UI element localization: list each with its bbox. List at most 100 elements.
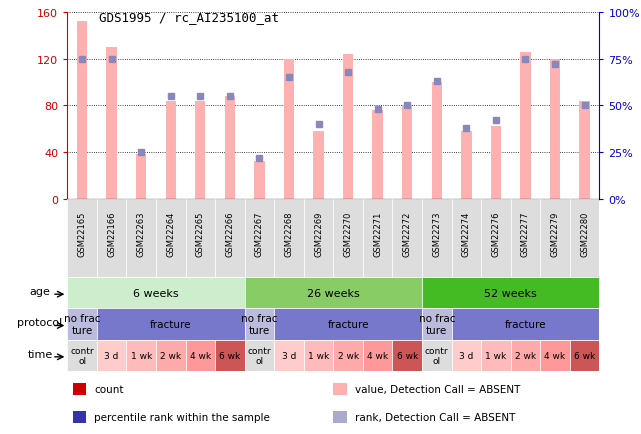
- Text: protocol: protocol: [17, 318, 63, 328]
- Bar: [136, 155, 146, 199]
- Bar: [461, 132, 472, 199]
- Bar: [67, 199, 97, 277]
- Bar: [245, 199, 274, 277]
- Bar: [185, 340, 215, 371]
- Bar: [520, 53, 531, 199]
- Bar: [333, 411, 347, 424]
- Text: 4 wk: 4 wk: [544, 351, 565, 360]
- Bar: [245, 309, 274, 340]
- Bar: [165, 102, 176, 199]
- Text: GSM22276: GSM22276: [492, 211, 501, 256]
- Text: GSM22165: GSM22165: [78, 211, 87, 256]
- Text: GSM22264: GSM22264: [166, 211, 175, 256]
- Text: percentile rank within the sample: percentile rank within the sample: [94, 412, 270, 422]
- Bar: [363, 199, 392, 277]
- Text: 6 wk: 6 wk: [574, 351, 595, 360]
- Text: GSM22269: GSM22269: [314, 211, 323, 256]
- Bar: [422, 199, 451, 277]
- Bar: [304, 199, 333, 277]
- Bar: [274, 340, 304, 371]
- Text: GSM22273: GSM22273: [432, 211, 441, 256]
- Bar: [195, 102, 206, 199]
- Text: 6 wk: 6 wk: [397, 351, 418, 360]
- Text: 6 wk: 6 wk: [219, 351, 240, 360]
- Text: fracture: fracture: [504, 319, 546, 329]
- Bar: [422, 309, 451, 340]
- Bar: [570, 340, 599, 371]
- Text: fracture: fracture: [150, 319, 192, 329]
- Bar: [67, 340, 97, 371]
- Bar: [422, 340, 451, 371]
- Text: 4 wk: 4 wk: [367, 351, 388, 360]
- Bar: [540, 199, 570, 277]
- Bar: [540, 340, 570, 371]
- Bar: [550, 59, 560, 199]
- Text: GSM22265: GSM22265: [196, 211, 205, 256]
- Text: GSM22263: GSM22263: [137, 211, 146, 256]
- Bar: [67, 277, 245, 309]
- Bar: [284, 59, 294, 199]
- Text: GSM22272: GSM22272: [403, 211, 412, 256]
- Bar: [274, 309, 422, 340]
- Text: contr
ol: contr ol: [247, 346, 271, 365]
- Bar: [313, 132, 324, 199]
- Text: GSM22274: GSM22274: [462, 211, 471, 256]
- Bar: [451, 199, 481, 277]
- Bar: [451, 340, 481, 371]
- Text: GSM22166: GSM22166: [107, 211, 116, 256]
- Bar: [579, 102, 590, 199]
- Bar: [156, 199, 185, 277]
- Bar: [333, 383, 347, 395]
- Bar: [274, 199, 304, 277]
- Bar: [363, 340, 392, 371]
- Bar: [215, 340, 245, 371]
- Text: GDS1995 / rc_AI235100_at: GDS1995 / rc_AI235100_at: [99, 11, 279, 24]
- Text: 6 weeks: 6 weeks: [133, 288, 179, 298]
- Bar: [451, 309, 599, 340]
- Bar: [245, 340, 274, 371]
- Bar: [304, 340, 333, 371]
- Bar: [402, 106, 412, 199]
- Text: GSM22271: GSM22271: [373, 211, 382, 256]
- Bar: [126, 340, 156, 371]
- Bar: [72, 383, 86, 395]
- Text: 1 wk: 1 wk: [131, 351, 152, 360]
- Bar: [511, 199, 540, 277]
- Text: GSM22268: GSM22268: [285, 211, 294, 256]
- Bar: [511, 340, 540, 371]
- Text: 1 wk: 1 wk: [308, 351, 329, 360]
- Text: no frac
ture: no frac ture: [419, 313, 455, 335]
- Text: GSM22270: GSM22270: [344, 211, 353, 256]
- Text: rank, Detection Call = ABSENT: rank, Detection Call = ABSENT: [354, 412, 515, 422]
- Bar: [126, 199, 156, 277]
- Text: 3 d: 3 d: [104, 351, 119, 360]
- Bar: [97, 199, 126, 277]
- Bar: [392, 340, 422, 371]
- Bar: [215, 199, 245, 277]
- Text: GSM22266: GSM22266: [226, 211, 235, 256]
- Text: no frac
ture: no frac ture: [64, 313, 101, 335]
- Bar: [431, 83, 442, 199]
- Bar: [254, 162, 265, 199]
- Text: GSM22277: GSM22277: [521, 211, 530, 256]
- Text: 4 wk: 4 wk: [190, 351, 211, 360]
- Bar: [97, 340, 126, 371]
- Text: count: count: [94, 384, 124, 394]
- Text: 26 weeks: 26 weeks: [307, 288, 360, 298]
- Text: 2 wk: 2 wk: [515, 351, 536, 360]
- Bar: [570, 199, 599, 277]
- Text: 3 d: 3 d: [282, 351, 296, 360]
- Text: 2 wk: 2 wk: [338, 351, 359, 360]
- Text: 1 wk: 1 wk: [485, 351, 506, 360]
- Text: 3 d: 3 d: [459, 351, 474, 360]
- Bar: [97, 309, 245, 340]
- Text: no frac
ture: no frac ture: [241, 313, 278, 335]
- Bar: [245, 277, 422, 309]
- Text: time: time: [28, 349, 53, 359]
- Bar: [185, 199, 215, 277]
- Bar: [422, 277, 599, 309]
- Text: GSM22267: GSM22267: [255, 211, 264, 256]
- Bar: [333, 340, 363, 371]
- Bar: [481, 340, 511, 371]
- Text: value, Detection Call = ABSENT: value, Detection Call = ABSENT: [354, 384, 520, 394]
